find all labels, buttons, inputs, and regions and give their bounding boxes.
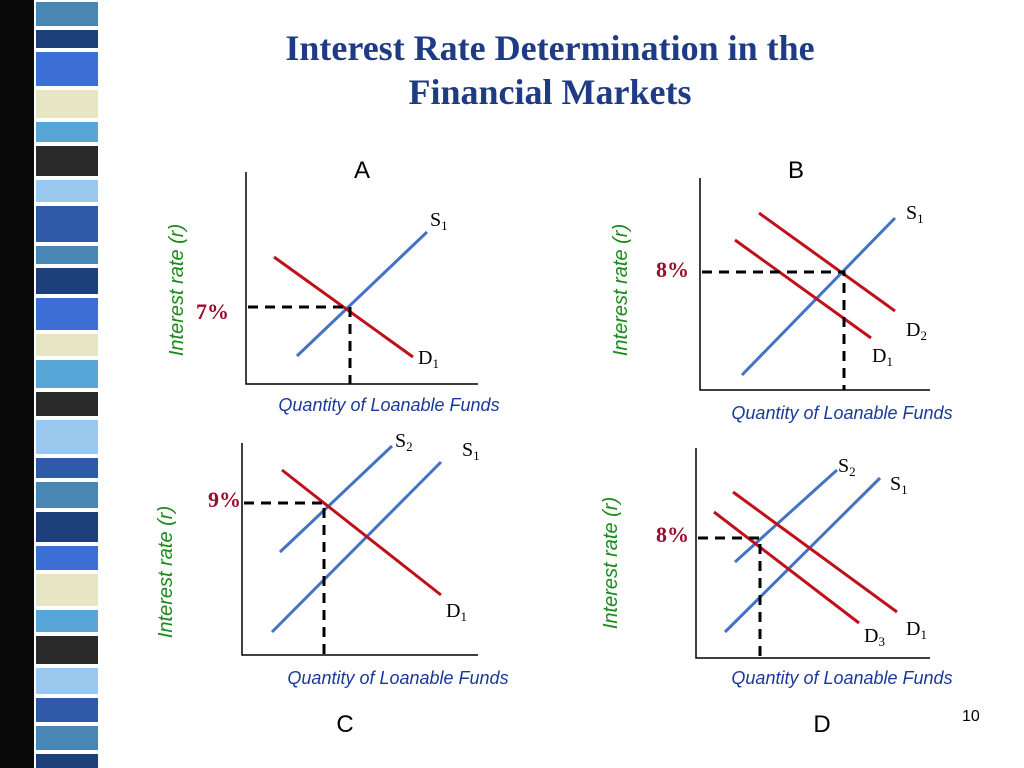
panel-b: B 8% S1 D2 D1 Interest rate (r) Quantity… — [610, 157, 953, 423]
panel-c-xlabel: Quantity of Loanable Funds — [287, 668, 508, 688]
panel-b-d2-label: D2 — [906, 319, 927, 343]
panel-d-rate-label: 8% — [656, 522, 689, 547]
panel-b-s1-label: S1 — [906, 202, 924, 226]
stripe-block — [36, 754, 98, 768]
panel-c-demand-d1 — [281, 468, 442, 597]
stripe-block — [36, 30, 98, 48]
stripe-block — [36, 546, 98, 570]
stripe-block — [36, 512, 98, 542]
panel-a: A 7% S1 D1 Interest rate (r) Quantity of… — [166, 157, 500, 415]
title-line-2: Financial Markets — [408, 72, 692, 112]
panel-c-supply-s2 — [278, 444, 394, 554]
panel-d-equilibrium-guides — [698, 536, 762, 658]
panel-b-supply-s1 — [740, 216, 897, 377]
panel-b-ylabel: Interest rate (r) — [610, 224, 632, 356]
slide-title: Interest Rate Determination in the Finan… — [150, 26, 950, 114]
panel-d: 8% S2 S1 D1 D3 Interest rate (r) Quantit… — [600, 448, 953, 738]
panel-c-s2-label: S2 — [395, 430, 413, 454]
stripe-block — [36, 52, 98, 86]
stripe-block — [36, 698, 98, 722]
panel-b-d1-label: D1 — [872, 345, 893, 369]
panel-d-s2-label: S2 — [838, 455, 856, 479]
stripe-block — [36, 668, 98, 694]
panel-c-supply-s1 — [270, 460, 443, 634]
stripe-block — [36, 90, 98, 118]
panel-d-demand-d1 — [732, 490, 898, 614]
panel-a-axes — [245, 172, 478, 385]
panel-c-rate-label: 9% — [208, 487, 241, 512]
stripe-block — [36, 360, 98, 388]
stripe-block — [36, 636, 98, 664]
stripe-block — [36, 574, 98, 606]
panel-b-rate-label: 8% — [656, 257, 689, 282]
panel-d-d3-label: D3 — [864, 625, 885, 649]
panel-d-demand-d3 — [713, 510, 860, 625]
panel-c-s1-label: S1 — [462, 439, 480, 463]
stripe-block — [36, 298, 98, 330]
panel-d-supply-s1 — [723, 476, 882, 634]
panel-d-ylabel: Interest rate (r) — [600, 497, 622, 629]
panel-d-axes — [695, 448, 930, 659]
panel-b-demand-d1 — [734, 238, 872, 340]
panel-d-supply-s2 — [733, 468, 839, 564]
panel-d-xlabel: Quantity of Loanable Funds — [731, 668, 952, 688]
panel-b-equilibrium-guides — [702, 270, 846, 390]
panel-a-equilibrium-guides — [248, 305, 352, 384]
panel-c-d1-label: D1 — [446, 600, 467, 624]
panel-c-axes — [241, 443, 478, 656]
panel-a-supply-s1 — [295, 230, 429, 358]
stripe-block — [36, 246, 98, 264]
stripe-block — [36, 268, 98, 294]
stripe-block — [36, 458, 98, 478]
panel-a-rate-label: 7% — [196, 299, 229, 324]
panel-a-xlabel: Quantity of Loanable Funds — [278, 395, 499, 415]
panel-c: 9% S2 S1 D1 Interest rate (r) Quantity o… — [155, 430, 509, 738]
stripe-block — [36, 420, 98, 454]
panel-a-letter: A — [354, 157, 370, 184]
panel-a-d1-label: D1 — [418, 347, 439, 371]
panel-b-axes — [699, 178, 930, 391]
panel-b-letter: B — [788, 157, 804, 184]
stripe-block — [36, 206, 98, 242]
panel-b-demand-d2 — [758, 211, 896, 313]
panel-a-ylabel: Interest rate (r) — [166, 224, 188, 356]
title-line-1: Interest Rate Determination in the — [285, 28, 815, 68]
stripe-block — [36, 392, 98, 416]
stripe-block — [36, 2, 98, 26]
stripe-block — [36, 146, 98, 176]
panel-c-equilibrium-guides — [244, 501, 326, 655]
stripe-block — [36, 334, 98, 356]
panel-d-d1-label: D1 — [906, 618, 927, 642]
stripe-block — [36, 726, 98, 750]
stripe-block — [36, 482, 98, 508]
panel-c-ylabel: Interest rate (r) — [155, 506, 177, 638]
panel-c-letter: C — [336, 711, 353, 738]
panel-a-s1-label: S1 — [430, 209, 448, 233]
stripe-block — [36, 180, 98, 202]
decorative-stripe — [0, 0, 118, 768]
stripe-block — [36, 122, 98, 142]
panel-d-letter: D — [813, 711, 830, 738]
panel-d-s1-label: S1 — [890, 473, 908, 497]
page-number: 10 — [962, 708, 980, 725]
panel-a-demand-d1 — [273, 255, 414, 359]
stripe-block — [36, 610, 98, 632]
panel-b-xlabel: Quantity of Loanable Funds — [731, 403, 952, 423]
